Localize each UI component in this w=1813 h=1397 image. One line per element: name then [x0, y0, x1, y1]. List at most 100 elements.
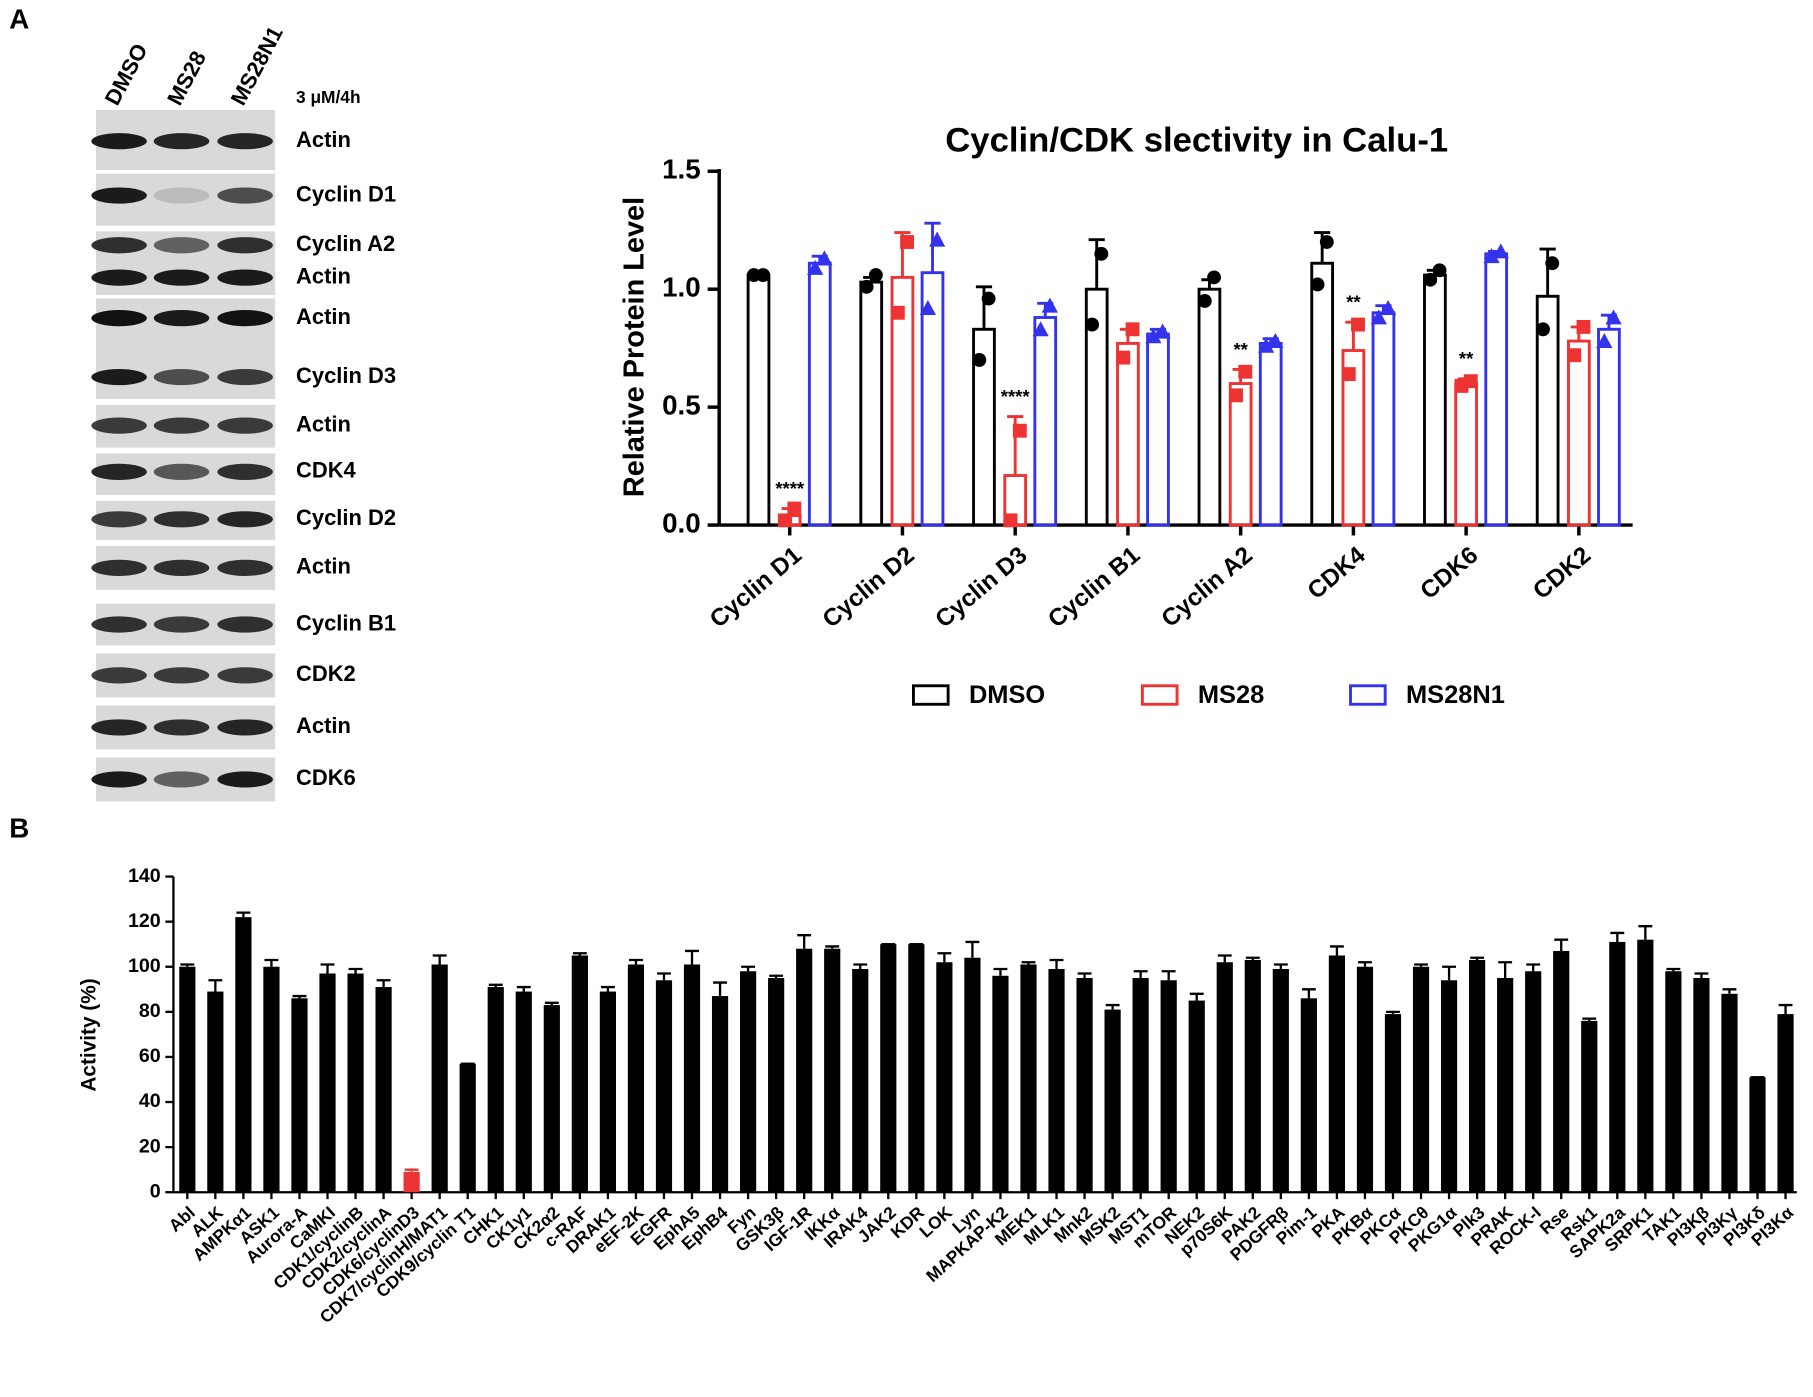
- bar: [890, 275, 915, 527]
- bar: [655, 980, 673, 1193]
- bar: [347, 973, 364, 1193]
- data-point: [1605, 309, 1622, 325]
- bar: [1033, 316, 1058, 527]
- bar: [1581, 1020, 1598, 1193]
- legend-label: MS28: [1198, 681, 1264, 709]
- band-label: Actin: [296, 127, 351, 152]
- data-point: [1310, 277, 1325, 292]
- blot-band: [153, 616, 210, 633]
- y-tick-label: 1.5: [662, 154, 701, 185]
- bar: [1116, 341, 1140, 527]
- blot-band: [91, 269, 147, 286]
- bar: [1258, 341, 1283, 527]
- panel-label: B: [9, 813, 29, 844]
- data-point: [787, 501, 802, 516]
- bar: [807, 261, 832, 527]
- bar: [1469, 959, 1486, 1193]
- bar: [746, 273, 771, 527]
- error-bar: [1245, 956, 1260, 960]
- data-point: [868, 268, 883, 282]
- error-bar: [769, 974, 784, 979]
- bar: [1272, 969, 1289, 1193]
- error-bar: [1442, 965, 1457, 981]
- bar: [431, 964, 448, 1193]
- bar: [1132, 978, 1149, 1193]
- bar: [852, 969, 869, 1193]
- significance-label: **: [1346, 292, 1361, 313]
- data-point: [1197, 294, 1212, 308]
- error-bar: [713, 981, 727, 997]
- blot-band: [153, 310, 210, 327]
- band-label: Actin: [296, 713, 351, 738]
- error-bar: [320, 963, 335, 974]
- bar: [235, 917, 252, 1193]
- error-bar: [825, 945, 840, 949]
- blot-band: [153, 237, 210, 254]
- error-bar: [1301, 988, 1316, 999]
- data-point: [1483, 248, 1500, 264]
- data-point: [1116, 350, 1131, 365]
- error-bar: [376, 979, 391, 988]
- error-bar: [685, 949, 699, 965]
- error-bar: [1498, 961, 1513, 979]
- bar: [1310, 261, 1335, 527]
- legend-label: MS28N1: [1406, 681, 1505, 709]
- error-bar: [292, 994, 307, 999]
- bar: [403, 1171, 420, 1193]
- bar: [375, 987, 392, 1193]
- error-bar: [1470, 956, 1485, 960]
- blot-band: [153, 771, 210, 788]
- error-bar: [1666, 967, 1681, 972]
- error-bar: [572, 952, 587, 956]
- bar: [1637, 939, 1654, 1193]
- error-bar: [1610, 931, 1625, 942]
- data-point: [1596, 332, 1613, 349]
- error-bar: [741, 965, 756, 972]
- band-label: CDK4: [296, 458, 357, 483]
- data-point: [859, 279, 874, 294]
- significance-label: **: [1233, 339, 1248, 360]
- x-tick-label: Cyclin D2: [818, 542, 920, 634]
- bar: [515, 991, 532, 1193]
- bar: [1567, 339, 1591, 527]
- bar: [1104, 1009, 1121, 1193]
- y-axis-label: Activity (%): [78, 978, 101, 1091]
- data-point: [1238, 364, 1253, 379]
- bar: [1440, 980, 1458, 1193]
- data-point: [1319, 235, 1334, 249]
- bar: [1244, 959, 1261, 1193]
- bar: [459, 1063, 476, 1193]
- blot-band: [153, 368, 210, 386]
- bar: [291, 998, 308, 1193]
- data-point: [972, 353, 987, 367]
- bar: [1076, 978, 1093, 1193]
- blot-band: [217, 511, 273, 528]
- bar: [263, 966, 280, 1193]
- error-bar: [208, 979, 223, 992]
- x-tick-label: CDK2: [1528, 542, 1596, 605]
- band-label: Cyclin A2: [296, 231, 395, 256]
- y-tick-label: 40: [139, 1090, 161, 1112]
- bar: [1497, 978, 1514, 1193]
- y-tick-label: 140: [128, 865, 161, 887]
- lane-label: DMSO: [100, 39, 153, 109]
- y-axis-label: Relative Protein Level: [619, 197, 651, 497]
- data-point: [1258, 337, 1275, 353]
- blot-band: [91, 667, 147, 684]
- bar: [1525, 971, 1542, 1193]
- blot-band: [91, 771, 147, 788]
- error-bar: [1133, 970, 1148, 979]
- error-bar: [1021, 961, 1036, 965]
- bar: [571, 955, 588, 1193]
- bar: [1216, 962, 1233, 1193]
- bar: [880, 944, 897, 1193]
- band-label: Cyclin B1: [296, 610, 396, 635]
- bar: [319, 973, 336, 1193]
- significance-label: ****: [1001, 386, 1031, 407]
- x-tick-label: Cyclin D1: [705, 542, 807, 634]
- bar: [711, 996, 729, 1193]
- bar: [179, 966, 196, 1193]
- blot-band: [217, 237, 273, 254]
- data-point: [746, 268, 761, 282]
- blot-band: [91, 719, 147, 736]
